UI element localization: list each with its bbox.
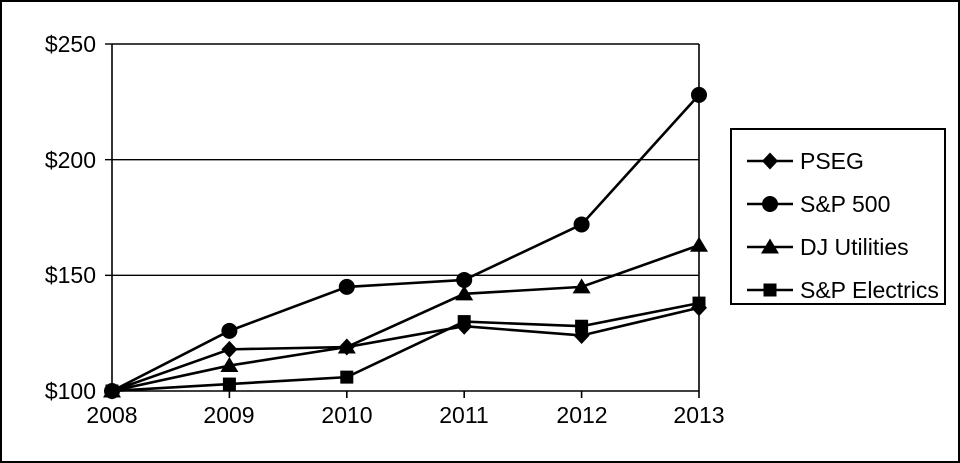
y-axis-label-150: $150 [44, 262, 96, 288]
x-axis-label-2013: 2013 [673, 402, 725, 428]
legend-item-dj-utilities: DJ Utilities [732, 225, 944, 268]
x-axis-label-2011: 2011 [439, 402, 489, 428]
legend-item-sp-electrics: S&P Electrics [732, 268, 944, 311]
circle-marker-icon [747, 195, 793, 212]
x-axis-label-2012: 2012 [556, 402, 608, 428]
legend-label-dj-utilities: DJ Utilities [800, 233, 909, 260]
x-axis-label-2008: 2008 [86, 402, 138, 428]
square-marker-icon [747, 283, 793, 296]
y-axis-label-200: $200 [44, 147, 96, 173]
x-axis-label-2010: 2010 [321, 402, 373, 428]
x-axis-label-2009: 2009 [203, 402, 255, 428]
diamond-marker-icon [747, 152, 793, 169]
triangle-marker-icon [747, 238, 793, 253]
legend-item-pseg: PSEG [732, 139, 944, 182]
y-axis-label-100: $100 [44, 378, 96, 404]
legend-label-sp-electrics: S&P Electrics [800, 276, 939, 303]
legend-label-pseg: PSEG [800, 147, 864, 174]
legend-item-sp500: S&P 500 [732, 182, 944, 225]
y-axis-label-250: $250 [44, 31, 96, 57]
legend-label-sp500: S&P 500 [800, 190, 891, 217]
legend: PSEG S&P 500 DJ Utilities S&P Electrics [730, 128, 946, 305]
